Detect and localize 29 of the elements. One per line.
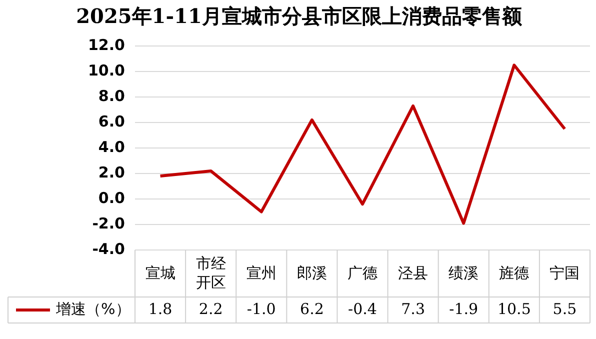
y-tick-label: 8.0 <box>98 86 125 105</box>
x-tick-label: 郎溪 <box>296 264 327 282</box>
chart-title: 2025年1-11月宣城市分县市区限上消费品零售额 <box>76 4 523 28</box>
x-tick-label: 宁国 <box>550 264 580 282</box>
data-label: 10.5 <box>497 300 531 318</box>
y-tick-label: 6.0 <box>98 112 125 130</box>
y-tick-label: 2.0 <box>98 163 125 182</box>
y-tick-label: 4.0 <box>98 138 125 156</box>
data-label: 7.3 <box>401 300 425 318</box>
data-label: -0.4 <box>348 300 377 318</box>
data-label: 6.2 <box>300 300 324 318</box>
x-tick-label: 绩溪 <box>448 264 479 282</box>
data-label: 1.8 <box>148 300 172 318</box>
y-tick-label: -4.0 <box>92 240 125 258</box>
legend-label: 增速（%） <box>55 300 130 318</box>
y-tick-label: 10.0 <box>88 61 125 80</box>
x-tick-label: 广德 <box>348 264 378 282</box>
data-label: 5.5 <box>552 300 577 318</box>
data-label: 2.2 <box>198 300 223 318</box>
x-tick-label: 市经开区 <box>196 254 226 292</box>
data-label: -1.9 <box>449 300 478 318</box>
data-label: -1.0 <box>246 300 276 318</box>
x-tick-label: 宣州 <box>246 264 276 282</box>
y-tick-label: 0.0 <box>98 188 125 207</box>
y-tick-label: 12.0 <box>88 36 125 54</box>
y-tick-label: -2.0 <box>92 214 125 232</box>
x-tick-label: 泾县 <box>398 264 428 282</box>
x-tick-label: 旌德 <box>499 264 530 282</box>
x-tick-label: 宣城 <box>145 264 176 282</box>
